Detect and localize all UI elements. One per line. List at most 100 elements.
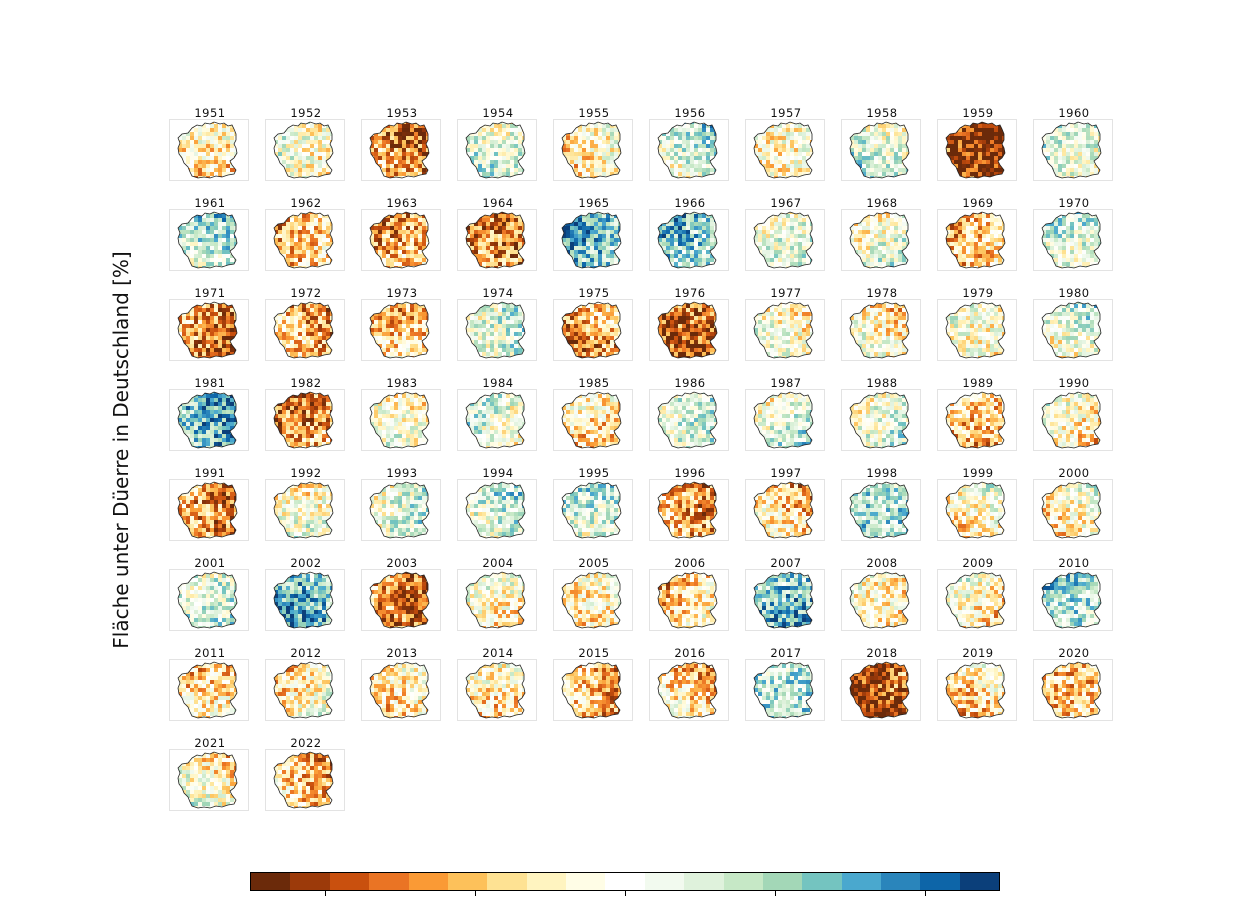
panel-year-label: 1972: [266, 287, 346, 299]
germany-map: [273, 301, 334, 359]
panel-year-label: 1966: [650, 197, 730, 209]
germany-map: [1041, 121, 1102, 179]
germany-outline: [657, 481, 718, 539]
map-panel-1979: 1979: [937, 287, 1017, 361]
germany-outline: [657, 571, 718, 629]
germany-map: [945, 391, 1006, 449]
germany-outline: [561, 571, 622, 629]
drought-field: [274, 212, 333, 268]
panel-year-label: 2022: [266, 737, 346, 749]
germany-outline: [945, 481, 1006, 539]
drought-field: [658, 212, 717, 268]
map-panel-1954: 1954: [457, 107, 537, 181]
drought-field: [370, 482, 429, 538]
germany-map: [561, 301, 622, 359]
germany-outline: [849, 211, 910, 269]
drought-field: [178, 662, 237, 718]
map-panel-2015: 2015: [553, 647, 633, 721]
panel-year-label: 1999: [938, 467, 1018, 479]
germany-map: [561, 211, 622, 269]
drought-field: [178, 212, 237, 268]
drought-field: [466, 662, 525, 718]
germany-outline: [1041, 301, 1102, 359]
panel-year-label: 1963: [362, 197, 442, 209]
germany-map: [657, 211, 718, 269]
panel-year-label: 1965: [554, 197, 634, 209]
panel-year-label: 1994: [458, 467, 538, 479]
map-panel-1966: 1966: [649, 197, 729, 271]
germany-outline: [273, 481, 334, 539]
germany-outline: [177, 751, 238, 809]
panel-year-label: 1982: [266, 377, 346, 389]
drought-field: [370, 212, 429, 268]
drought-field: [850, 662, 909, 718]
colorbar-segment: [723, 873, 763, 890]
drought-field: [754, 482, 813, 538]
drought-field: [946, 212, 1005, 268]
germany-outline: [753, 121, 814, 179]
germany-map: [369, 391, 430, 449]
drought-field: [754, 392, 813, 448]
germany-map: [177, 481, 238, 539]
germany-map: [177, 661, 238, 719]
germany-outline: [753, 391, 814, 449]
drought-field: [658, 662, 717, 718]
germany-map: [273, 391, 334, 449]
drought-field: [946, 662, 1005, 718]
map-panel-2016: 2016: [649, 647, 729, 721]
panel-year-label: 1998: [842, 467, 922, 479]
germany-map: [849, 301, 910, 359]
panel-year-label: 2019: [938, 647, 1018, 659]
panel-year-label: 1981: [170, 377, 250, 389]
panel-year-label: 1995: [554, 467, 634, 479]
drought-field: [178, 752, 237, 808]
drought-field: [754, 302, 813, 358]
drought-field: [562, 392, 621, 448]
germany-outline: [273, 121, 334, 179]
germany-outline: [273, 211, 334, 269]
drought-field: [754, 122, 813, 178]
germany-map: [465, 211, 526, 269]
map-panel-1977: 1977: [745, 287, 825, 361]
germany-map: [273, 121, 334, 179]
germany-outline: [945, 211, 1006, 269]
map-panel-1953: 1953: [361, 107, 441, 181]
map-panel-1962: 1962: [265, 197, 345, 271]
germany-outline: [753, 301, 814, 359]
panel-year-label: 1961: [170, 197, 250, 209]
drought-field: [850, 122, 909, 178]
map-panel-1972: 1972: [265, 287, 345, 361]
panel-year-label: 2021: [170, 737, 250, 749]
colorbar-tick: [325, 891, 326, 896]
colorbar-segment: [881, 873, 921, 890]
germany-outline: [369, 661, 430, 719]
map-panel-1998: 1998: [841, 467, 921, 541]
map-panel-2009: 2009: [937, 557, 1017, 631]
panel-year-label: 1956: [650, 107, 730, 119]
drought-field: [1042, 122, 1101, 178]
map-panel-1968: 1968: [841, 197, 921, 271]
map-panel-1963: 1963: [361, 197, 441, 271]
panel-year-label: 1988: [842, 377, 922, 389]
germany-outline: [1041, 481, 1102, 539]
drought-field: [370, 122, 429, 178]
germany-map: [369, 301, 430, 359]
germany-outline: [465, 661, 526, 719]
drought-field: [466, 392, 525, 448]
drought-field: [1042, 662, 1101, 718]
drought-field: [850, 482, 909, 538]
panel-year-label: 1996: [650, 467, 730, 479]
panel-year-label: 1957: [746, 107, 826, 119]
germany-outline: [177, 301, 238, 359]
map-panel-1973: 1973: [361, 287, 441, 361]
germany-outline: [753, 571, 814, 629]
map-panel-2006: 2006: [649, 557, 729, 631]
germany-map: [273, 571, 334, 629]
map-panel-2005: 2005: [553, 557, 633, 631]
drought-field: [1042, 302, 1101, 358]
drought-field: [946, 302, 1005, 358]
germany-map: [465, 301, 526, 359]
colorbar-segment: [605, 873, 645, 890]
germany-outline: [369, 301, 430, 359]
germany-outline: [945, 391, 1006, 449]
